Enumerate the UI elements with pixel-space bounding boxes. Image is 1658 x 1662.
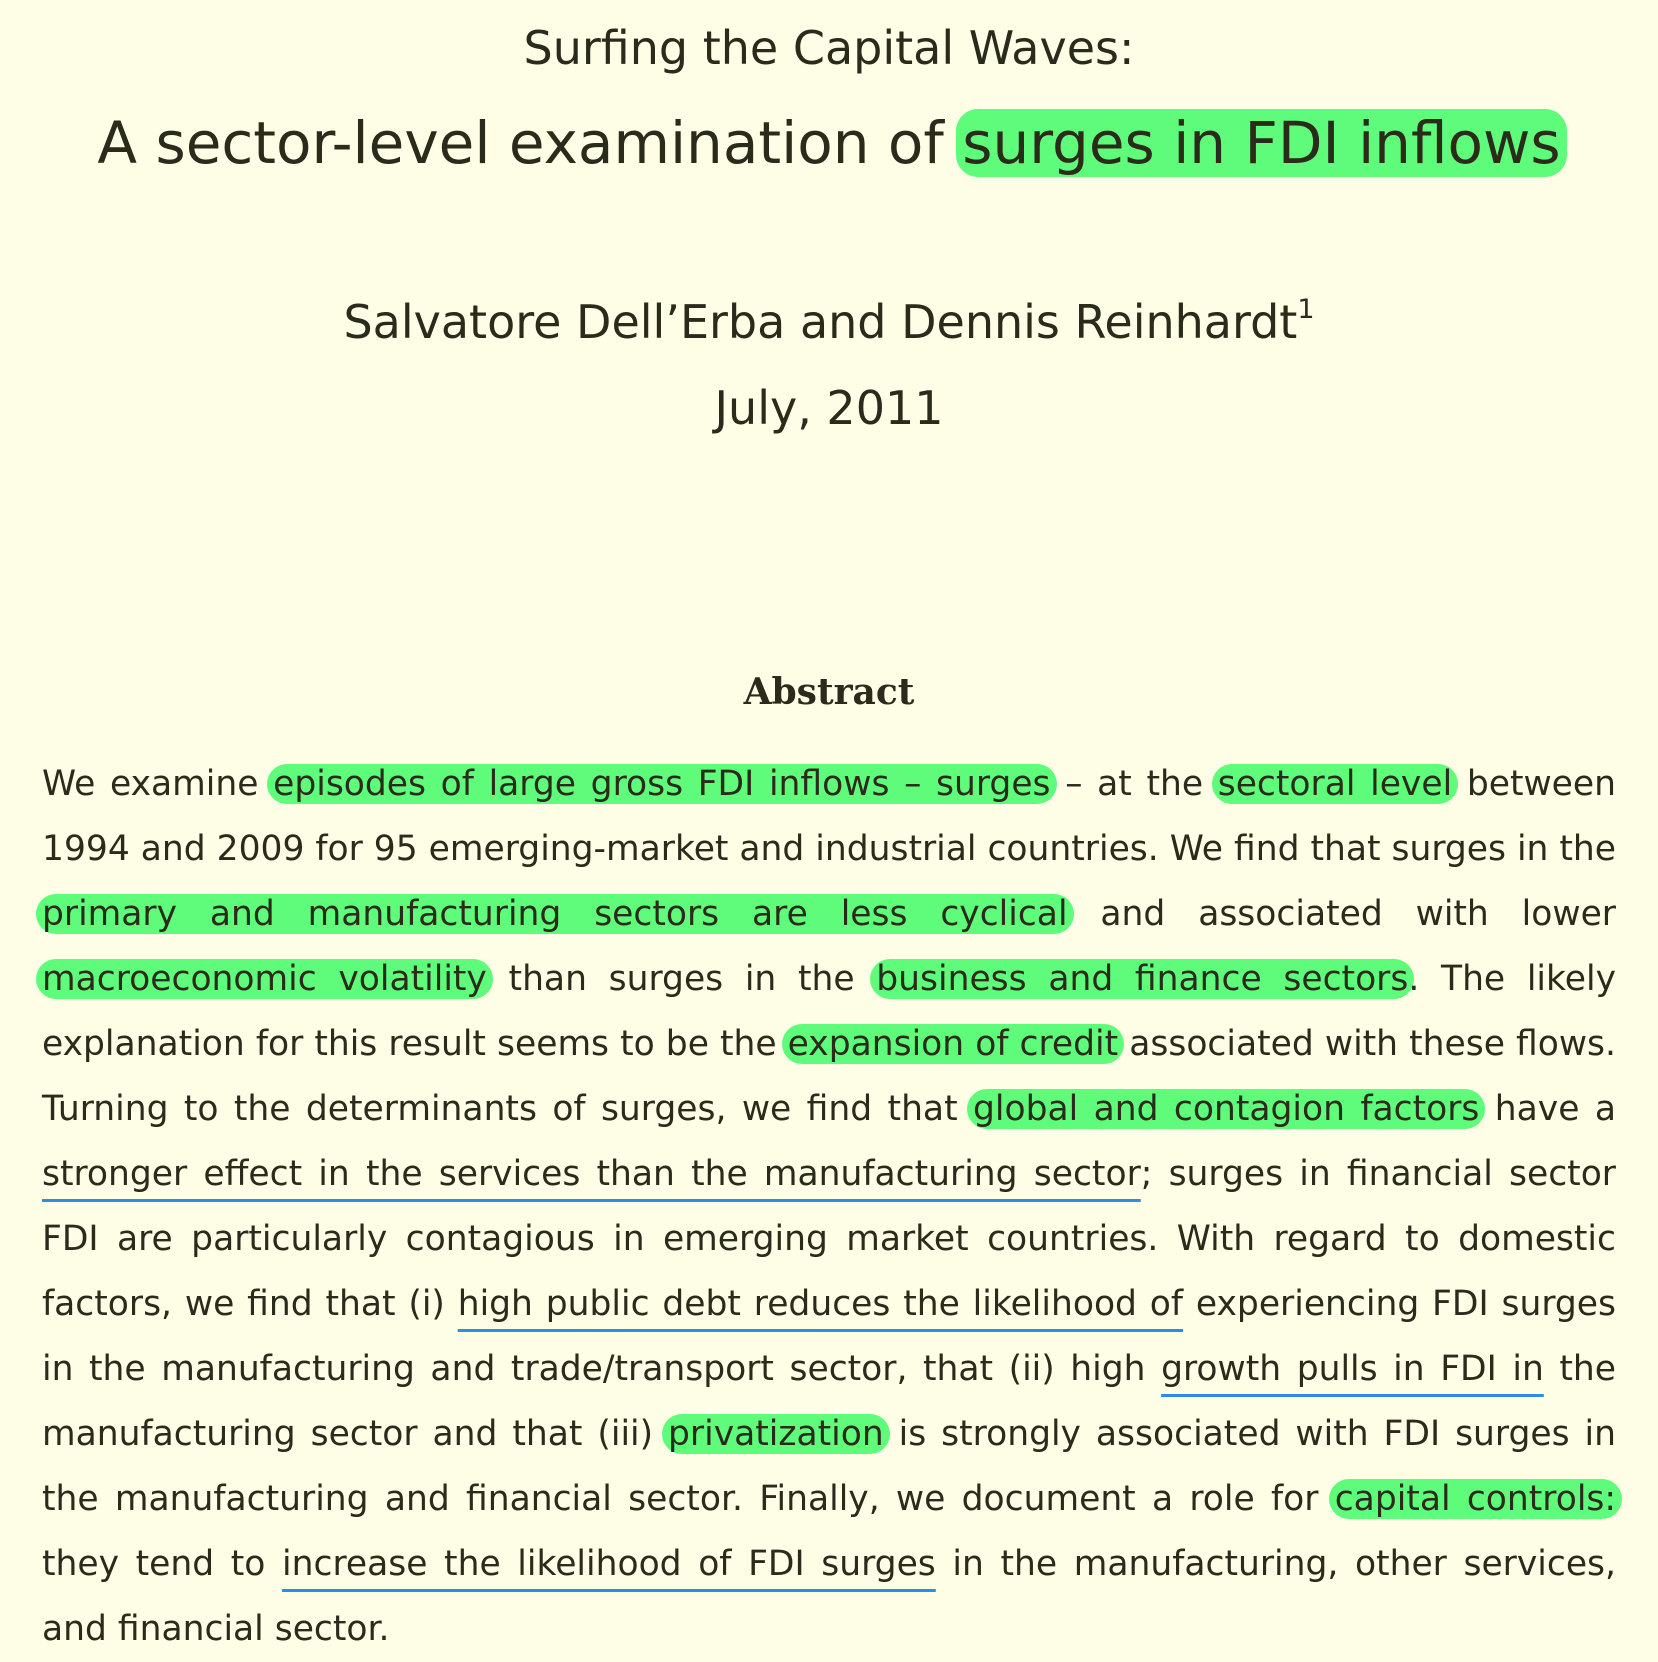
abstract-text: have a (1479, 1089, 1616, 1129)
title-text: A sector-level examination of (97, 109, 963, 177)
footnote-marker: 1 (1297, 294, 1315, 325)
underlined-phrase: growth pulls in FDI in (1161, 1349, 1544, 1389)
abstract-text: . The likely explanation for this result… (42, 959, 1616, 1064)
highlighted-phrase: expansion of credit (781, 1024, 1125, 1064)
abstract-heading: Abstract (743, 671, 915, 713)
highlighted-phrase: global and contagion factors (967, 1089, 1486, 1129)
underlined-phrase: stronger effect in the services than the… (42, 1154, 1141, 1194)
highlighted-phrase: privatization (662, 1414, 890, 1454)
highlighted-phrase: capital controls: (1328, 1479, 1623, 1519)
abstract-text: is strongly associated with FDI surges i… (42, 1414, 1616, 1519)
abstract-body: We examine episodes of large gross FDI i… (36, 752, 1623, 1662)
abstract-text: ; surges in financial sector FDI are par… (42, 1154, 1616, 1324)
highlighted-phrase: episodes of large gross FDI inflows – su… (267, 764, 1057, 804)
paper-title-line-1: Surfing the Capital Waves: (523, 21, 1135, 75)
abstract-text: associated with these flows. Turning to … (42, 1024, 1616, 1129)
abstract-text: and associated with lower (1067, 894, 1616, 934)
underlined-phrase: increase the likelihood of FDI surges (282, 1544, 936, 1584)
publication-date: July, 2011 (714, 381, 944, 435)
abstract-text: than surges in the (486, 959, 877, 999)
abstract-text: We examine (42, 764, 274, 804)
abstract-text: the manufacturing sector and that (iii) (42, 1349, 1616, 1454)
abstract-text: experiencing FDI surges in the manufactu… (42, 1284, 1616, 1389)
highlighted-phrase: primary and manufacturing sectors are le… (36, 894, 1074, 934)
abstract-text: in the manufacturing, other services, an… (42, 1544, 1616, 1649)
title-highlight: surges in FDI inflows (956, 109, 1567, 177)
abstract-text: they tend to (42, 1544, 283, 1584)
authors: Salvatore Dell’Erba and Dennis Reinhardt… (0, 292, 1658, 352)
abstract-text: – at the (1050, 764, 1218, 804)
highlighted-phrase: business and finance sectors (870, 959, 1415, 999)
paper-title-line-2: A sector-level examination of surges in … (0, 105, 1658, 181)
abstract-text: between 1994 and 2009 for 95 emerging-ma… (42, 764, 1617, 869)
highlighted-phrase: sectoral level (1211, 764, 1459, 804)
underlined-phrase: high public debt reduces the likelihood … (457, 1284, 1184, 1324)
highlighted-phrase: macroeconomic volatility (36, 959, 493, 999)
author-names: Salvatore Dell’Erba and Dennis Reinhardt (343, 295, 1298, 349)
